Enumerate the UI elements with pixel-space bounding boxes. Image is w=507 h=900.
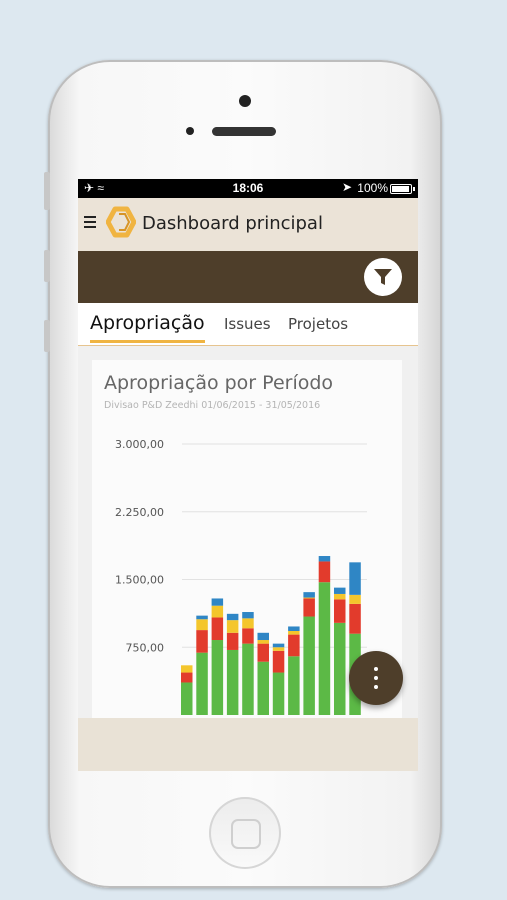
bar-segment [349, 594, 361, 604]
front-camera [239, 95, 251, 107]
bar-segment [211, 617, 224, 641]
bar-segment [303, 616, 315, 715]
y-tick-label: 3.000,00 [115, 438, 164, 451]
filter-button[interactable] [364, 258, 402, 296]
logo-icon [106, 206, 136, 238]
action-toolbar [78, 251, 418, 303]
bar-segment [211, 605, 224, 618]
bar-segment [181, 682, 193, 715]
volume-up-button [44, 250, 50, 282]
bar-segment [318, 582, 331, 715]
bar-segment [242, 628, 254, 644]
bar-segment [242, 643, 254, 715]
bar-segment [257, 643, 269, 662]
bar-segment [257, 632, 269, 641]
y-tick-label: 1.500,00 [115, 574, 164, 587]
bar-segment [181, 665, 193, 673]
app-screen: ✈ ≈ 18:06 ➤ 100% Dashboard principal Apr… [78, 179, 418, 771]
bar-segment [318, 561, 331, 583]
location-arrow-icon: ➤ [341, 180, 352, 194]
content-area: 750,00 1.500,00 2.250,00 3.000,00 Apropriaç… [78, 346, 418, 730]
bar-segment [334, 587, 346, 594]
bar-segment [242, 618, 254, 629]
more-vert-icon [374, 667, 378, 671]
battery-icon [390, 184, 415, 194]
home-button[interactable] [209, 797, 281, 869]
bar-segment [303, 597, 315, 599]
bar-segment [257, 640, 269, 644]
tab-issues[interactable]: Issues [224, 315, 271, 333]
bar-segment [226, 620, 239, 633]
bar-segment [288, 626, 300, 631]
tab-projetos[interactable]: Projetos [288, 315, 349, 333]
chart-subtitle: Divisao P&D Zeedhi 01/06/2015 - 31/05/20… [104, 400, 321, 411]
bar-segment [334, 599, 346, 623]
bar-segment [196, 615, 208, 620]
filter-icon [374, 269, 392, 285]
bottom-panel [78, 718, 418, 771]
bar-segment [288, 630, 300, 635]
mute-switch [44, 172, 50, 210]
proximity-sensor [186, 127, 194, 135]
bar-segment [303, 592, 315, 598]
bar-segment [288, 634, 300, 657]
bar-segment [181, 672, 193, 683]
chart-title: Apropriação por Período [104, 372, 334, 394]
bar-segment [272, 647, 285, 651]
bar-segment [242, 612, 254, 619]
bar-segment [226, 613, 239, 621]
volume-down-button [44, 320, 50, 352]
bar-segment [272, 672, 285, 715]
bar-segment [349, 603, 361, 634]
bar-segment [303, 598, 315, 617]
bar-segment [196, 630, 208, 653]
page-title: Dashboard principal [142, 213, 323, 234]
bar-segment [334, 593, 346, 600]
bar-segment [211, 640, 224, 715]
status-bar: ✈ ≈ 18:06 ➤ 100% [78, 179, 418, 198]
airplane-wifi-icon: ✈ ≈ [84, 181, 104, 195]
bar-segment [196, 652, 208, 715]
bar-segment [318, 556, 331, 562]
bar-segment [272, 643, 285, 648]
bar-segment [288, 656, 300, 715]
tab-apropriacao[interactable]: Apropriação [90, 312, 205, 343]
bar-segment [211, 598, 224, 606]
more-options-button[interactable] [349, 651, 403, 705]
stacked-bar-chart: 750,00 1.500,00 2.250,00 3.000,00 [115, 438, 367, 715]
bar-segment [349, 562, 361, 595]
bar-segment [196, 619, 208, 631]
menu-icon[interactable] [84, 216, 96, 228]
bar-segment [272, 650, 285, 673]
app-bar: Dashboard principal [78, 198, 418, 251]
status-time: 18:06 [232, 181, 264, 195]
tab-bar: Apropriação Issues Projetos [78, 303, 418, 346]
y-tick-label: 750,00 [126, 641, 165, 654]
earpiece-speaker [212, 127, 276, 136]
battery-percent: 100% [357, 181, 388, 195]
bar-segment [334, 622, 346, 715]
y-tick-label: 2.250,00 [115, 506, 164, 519]
bar-segment [226, 632, 239, 650]
bar-segment [226, 649, 239, 715]
bar-segment [257, 661, 269, 715]
